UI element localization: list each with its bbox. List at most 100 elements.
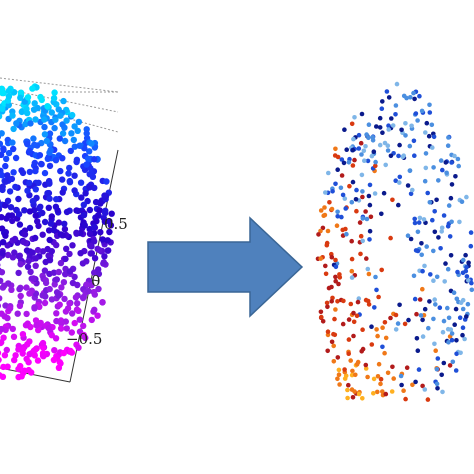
data-point xyxy=(455,156,461,162)
data-point xyxy=(359,152,364,157)
data-point xyxy=(91,255,99,262)
data-point xyxy=(55,219,63,226)
data-point xyxy=(15,195,22,203)
data-point xyxy=(318,256,324,261)
data-point xyxy=(39,248,47,255)
data-point xyxy=(16,221,24,228)
data-point xyxy=(417,93,422,99)
data-point xyxy=(0,105,6,112)
data-point xyxy=(349,268,355,274)
data-point xyxy=(66,177,74,185)
data-point xyxy=(36,152,44,159)
data-point xyxy=(57,360,64,367)
data-point xyxy=(32,116,39,123)
data-point xyxy=(0,277,4,284)
data-point xyxy=(435,356,441,361)
data-point xyxy=(35,179,42,186)
data-point xyxy=(21,207,28,214)
data-point xyxy=(336,281,341,287)
data-point xyxy=(318,228,323,234)
data-point xyxy=(464,314,469,319)
data-point xyxy=(37,160,45,168)
data-point xyxy=(46,162,54,170)
data-point xyxy=(24,109,31,117)
data-point xyxy=(380,344,385,350)
data-point xyxy=(453,174,458,179)
data-point xyxy=(61,226,69,233)
data-point xyxy=(383,162,389,168)
data-point xyxy=(20,238,27,246)
data-point xyxy=(44,103,51,110)
data-point xyxy=(78,194,85,201)
data-point xyxy=(66,300,73,307)
data-point xyxy=(71,187,78,194)
data-point xyxy=(46,130,54,137)
data-point xyxy=(31,141,38,148)
data-point xyxy=(360,216,366,221)
data-point xyxy=(453,368,459,373)
data-point xyxy=(414,311,419,317)
data-point xyxy=(325,228,331,234)
data-point xyxy=(336,367,342,373)
data-point xyxy=(379,211,384,217)
data-point xyxy=(439,229,445,234)
data-point xyxy=(64,305,72,312)
data-point xyxy=(333,146,338,152)
data-point xyxy=(358,233,364,239)
data-point xyxy=(363,209,368,214)
data-point xyxy=(0,183,6,190)
data-point xyxy=(415,348,421,354)
data-point xyxy=(459,199,465,204)
data-point xyxy=(25,257,32,265)
data-point xyxy=(393,178,399,183)
data-point xyxy=(434,366,440,372)
data-point xyxy=(86,148,93,155)
data-point xyxy=(331,343,337,349)
data-point xyxy=(52,116,59,123)
data-point xyxy=(0,130,5,137)
data-point xyxy=(394,81,400,87)
data-point xyxy=(369,342,375,347)
data-point xyxy=(0,225,6,232)
data-point xyxy=(103,178,110,185)
data-point xyxy=(360,327,365,333)
data-point xyxy=(0,263,1,267)
data-point xyxy=(438,158,444,163)
data-point xyxy=(19,350,26,357)
data-point xyxy=(408,236,414,242)
data-point xyxy=(401,153,407,158)
data-point xyxy=(444,170,449,176)
data-point xyxy=(341,298,346,304)
data-point xyxy=(88,282,95,289)
data-point xyxy=(66,268,74,275)
left-point-cloud xyxy=(0,83,115,381)
data-point xyxy=(369,153,375,159)
data-point xyxy=(66,164,73,172)
data-point xyxy=(354,361,360,367)
data-point xyxy=(445,305,450,311)
data-point xyxy=(390,123,396,128)
data-point xyxy=(468,243,474,249)
data-point xyxy=(0,214,5,221)
data-point xyxy=(60,279,68,286)
data-point xyxy=(61,295,68,303)
data-point xyxy=(364,216,370,222)
data-point xyxy=(349,275,355,280)
data-point xyxy=(320,319,326,324)
data-point xyxy=(316,232,321,237)
data-point xyxy=(0,140,4,147)
data-point xyxy=(82,334,89,342)
data-point xyxy=(410,187,415,193)
data-point xyxy=(58,284,65,291)
data-point xyxy=(108,210,115,217)
data-point xyxy=(12,183,19,191)
data-point xyxy=(420,268,425,274)
data-point xyxy=(324,240,330,246)
data-point xyxy=(342,127,347,132)
data-point xyxy=(352,157,357,163)
data-point xyxy=(422,387,428,392)
data-point xyxy=(72,294,80,301)
data-point xyxy=(365,374,370,380)
data-point xyxy=(0,325,5,333)
